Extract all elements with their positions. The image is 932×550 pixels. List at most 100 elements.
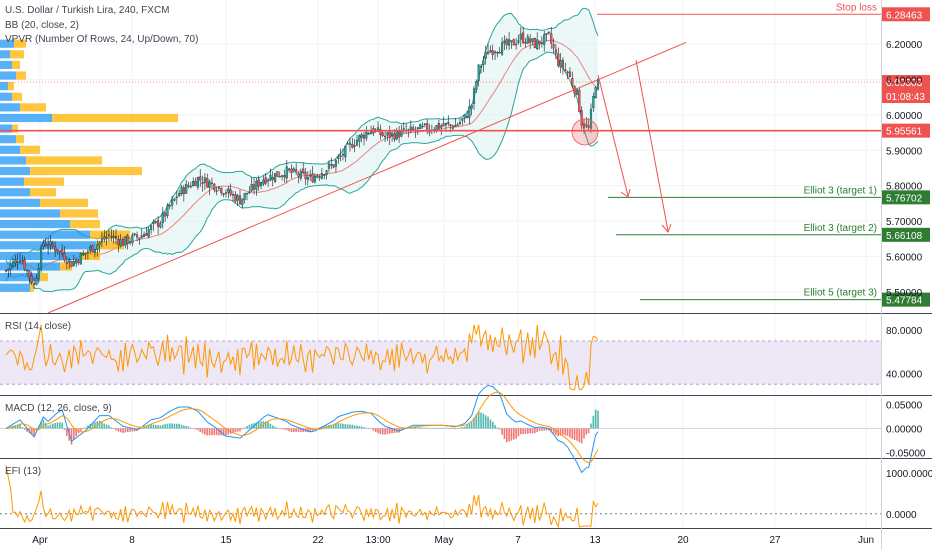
macd-hist-bar xyxy=(66,428,68,436)
macd-hist-bar xyxy=(246,426,248,429)
macd-hist-bar xyxy=(555,428,557,436)
candle-body xyxy=(138,237,141,240)
candle-body xyxy=(332,164,335,168)
candle-body xyxy=(37,268,40,279)
macd-hist-bar xyxy=(578,428,581,443)
candle-body xyxy=(360,134,363,138)
macd-hist-bar xyxy=(505,428,508,443)
macd-hist-bar xyxy=(276,427,279,429)
candle-body xyxy=(112,235,115,238)
candle-body xyxy=(543,34,546,45)
macd-hist-bar xyxy=(374,428,377,433)
target-3-price-tag xyxy=(882,292,930,307)
candle-body xyxy=(323,174,326,176)
candle-body xyxy=(283,175,286,178)
macd-hist-bar xyxy=(42,419,45,429)
macd-hist-bar xyxy=(463,426,466,429)
target-1-price-tag xyxy=(882,190,930,205)
macd-hist-bar xyxy=(185,426,187,429)
macd-hist-bar xyxy=(33,428,35,436)
candle-body xyxy=(157,220,160,227)
candle-body xyxy=(515,43,518,46)
candle-body xyxy=(320,173,323,179)
candle-body xyxy=(550,33,553,44)
macd-hist-bar xyxy=(489,419,492,429)
candle-body xyxy=(587,125,590,128)
candle-body xyxy=(203,177,206,183)
candle-body xyxy=(568,71,571,77)
macd-hist-bar xyxy=(187,426,190,429)
time-tick-label: 27 xyxy=(769,535,781,546)
macd-hist-bar xyxy=(150,424,152,429)
macd-hist-bar xyxy=(250,423,253,429)
macd-hist-bar xyxy=(241,428,244,430)
macd-hist-bar xyxy=(351,424,354,429)
candle-body xyxy=(484,51,487,59)
candle-body xyxy=(35,277,38,285)
current-price-text: 6.09303 xyxy=(886,78,923,89)
candle-body xyxy=(531,38,534,42)
candle-body xyxy=(18,260,22,263)
macd-hist-bar xyxy=(117,428,120,432)
candle-body xyxy=(346,143,349,145)
macd-hist-bar xyxy=(367,428,370,429)
vpvr-legend: VPVR (Number Of Rows, 24, Up/Down, 70) xyxy=(5,34,199,45)
current-price-tag xyxy=(882,75,930,104)
time-tick-label: Apr xyxy=(32,535,48,546)
macd-hist-bar xyxy=(152,424,155,429)
candle-body xyxy=(208,181,211,188)
candle-body xyxy=(222,193,225,195)
macd-hist-bar xyxy=(391,428,393,434)
candle-body xyxy=(337,156,340,159)
candle-body xyxy=(494,51,497,54)
macd-hist-bar xyxy=(433,428,436,429)
candle-body xyxy=(463,114,466,119)
candle-body xyxy=(192,181,195,187)
macd-hist-bar xyxy=(26,428,28,432)
candle-body xyxy=(355,139,359,146)
candle-body xyxy=(444,123,447,126)
efi-tick-label: 0.0000 xyxy=(886,510,917,521)
macd-hist-bar xyxy=(143,426,145,429)
vpvr-bar-up xyxy=(0,283,30,292)
candle-body xyxy=(100,238,103,243)
candle-body xyxy=(215,190,218,192)
candle-body xyxy=(227,188,230,193)
stop-loss-label: Stop loss xyxy=(836,2,877,13)
macd-hist-bar xyxy=(559,428,562,436)
candle-body xyxy=(243,193,246,200)
macd-hist-bar xyxy=(517,428,520,437)
macd-hist-bar xyxy=(388,428,391,434)
candle-body xyxy=(536,39,539,50)
candle-body xyxy=(526,36,529,44)
candle-body xyxy=(426,123,429,131)
macd-hist-bar xyxy=(124,428,127,433)
candle-body xyxy=(524,42,527,44)
macd-hist-bar xyxy=(590,423,592,429)
vpvr-bar-up xyxy=(0,103,20,112)
candle-body xyxy=(220,188,223,194)
candle-body xyxy=(161,212,164,224)
efi-pane xyxy=(0,465,881,529)
macd-hist-bar xyxy=(281,428,283,430)
macd-hist-bar xyxy=(307,428,309,432)
candle-body xyxy=(255,180,258,190)
macd-hist-bar xyxy=(159,425,162,429)
macd-hist-bar xyxy=(435,428,438,429)
candle-body xyxy=(267,179,270,182)
macd-hist-bar xyxy=(431,428,433,429)
macd-hist-bar xyxy=(440,428,443,429)
rsi-band xyxy=(0,341,881,385)
candle-body xyxy=(377,127,380,132)
candle-body xyxy=(241,198,244,206)
macd-hist-bar xyxy=(515,428,517,439)
macd-hist-bar xyxy=(288,428,290,432)
macd-hist-bar xyxy=(192,428,194,429)
macd-hist-bar xyxy=(548,428,550,431)
vpvr-bar-up xyxy=(0,209,60,218)
vpvr-bar-down xyxy=(20,145,40,154)
macd-hist-bar xyxy=(283,428,286,430)
candle-body xyxy=(42,242,45,247)
candle-body xyxy=(290,168,293,174)
